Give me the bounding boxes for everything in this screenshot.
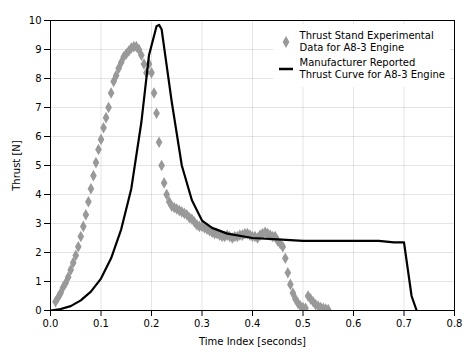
svg-text:0.3: 0.3 [194, 318, 210, 329]
svg-text:4: 4 [35, 189, 41, 200]
svg-text:Thrust [N]: Thrust [N] [11, 140, 22, 192]
svg-text:3: 3 [35, 218, 41, 229]
svg-text:0.8: 0.8 [447, 318, 463, 329]
svg-text:7: 7 [35, 102, 41, 113]
svg-text:0.0: 0.0 [43, 318, 59, 329]
svg-text:0.6: 0.6 [346, 318, 362, 329]
svg-text:0.2: 0.2 [144, 318, 160, 329]
html-text:Thrust Stand Experimental Data: Thrust Stand Experimental Data for A8-3 … [299, 30, 434, 53]
svg-text:6: 6 [35, 131, 41, 142]
svg-text:0.4: 0.4 [245, 318, 261, 329]
svg-text:9: 9 [35, 44, 41, 55]
svg-text:10: 10 [29, 15, 42, 26]
svg-text:0.7: 0.7 [396, 318, 412, 329]
html-text:Manufacturer Reported Thrust C: Manufacturer Reported Thrust Curve for A… [299, 57, 445, 80]
svg-text:5: 5 [35, 160, 41, 171]
svg-text:2: 2 [35, 247, 41, 258]
svg-text:0.1: 0.1 [93, 318, 109, 329]
svg-text:0: 0 [35, 305, 41, 316]
svg-text:0.5: 0.5 [295, 318, 311, 329]
svg-text:1: 1 [35, 276, 41, 287]
svg-text:8: 8 [35, 73, 41, 84]
svg-text:Time Index [seconds]: Time Index [seconds] [198, 336, 306, 347]
